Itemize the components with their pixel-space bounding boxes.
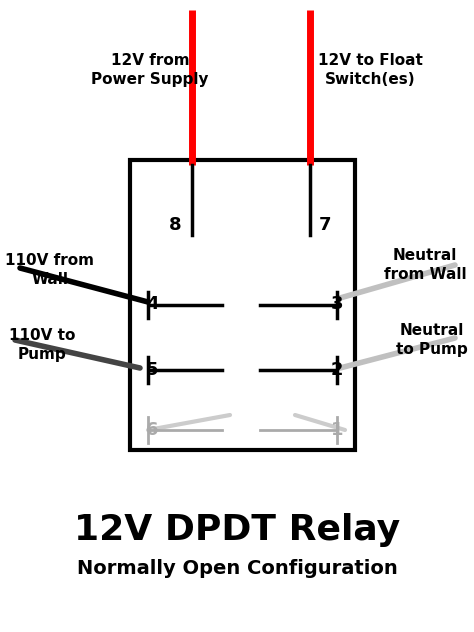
Text: 12V DPDT Relay: 12V DPDT Relay — [74, 513, 400, 547]
Bar — [130, 160, 355, 450]
Text: 2: 2 — [331, 361, 343, 379]
Text: 5: 5 — [146, 361, 158, 379]
Text: 7: 7 — [319, 216, 331, 234]
Text: 12V from
Power Supply: 12V from Power Supply — [91, 53, 209, 87]
Text: 110V from
Wall: 110V from Wall — [6, 253, 94, 287]
Text: 8: 8 — [169, 216, 182, 234]
Text: Neutral
from Wall: Neutral from Wall — [383, 248, 466, 282]
Text: 12V to Float
Switch(es): 12V to Float Switch(es) — [318, 53, 422, 87]
Text: 4: 4 — [146, 295, 158, 313]
Text: 6: 6 — [146, 421, 158, 439]
Text: Normally Open Configuration: Normally Open Configuration — [77, 559, 397, 578]
Text: 110V to
Pump: 110V to Pump — [9, 328, 75, 362]
Text: 1: 1 — [331, 421, 343, 439]
Text: Neutral
to Pump: Neutral to Pump — [396, 323, 468, 357]
Text: 3: 3 — [331, 295, 343, 313]
